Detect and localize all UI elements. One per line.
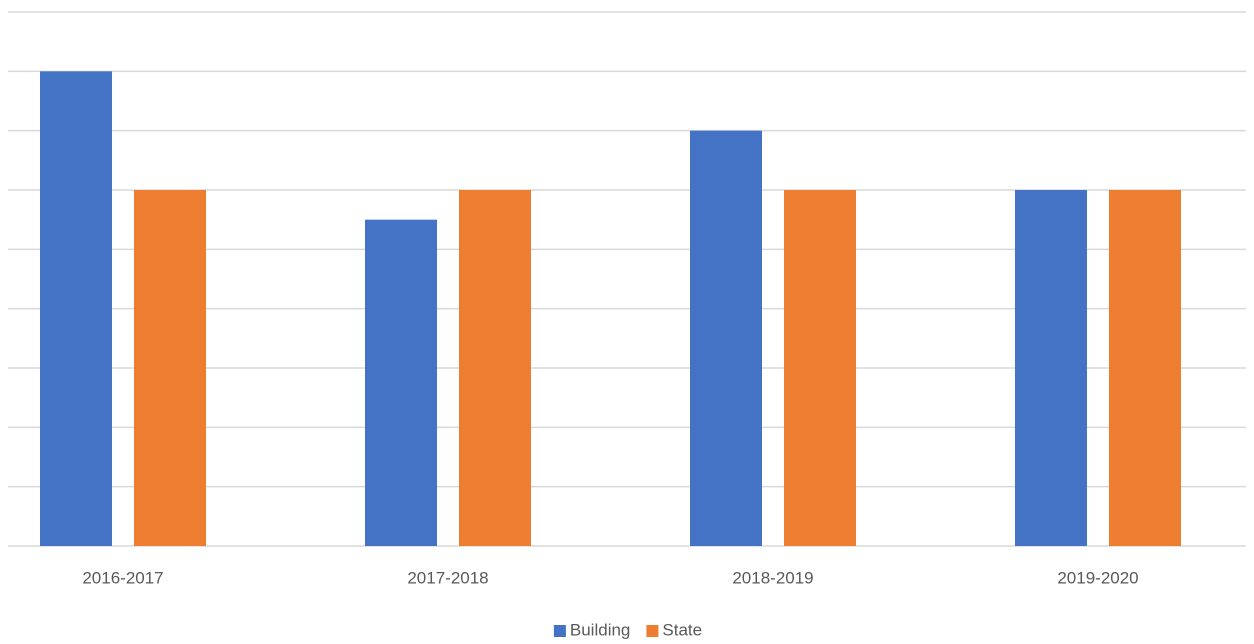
bar xyxy=(40,71,112,546)
bar xyxy=(1109,190,1181,546)
bar xyxy=(690,130,762,546)
legend-swatch xyxy=(646,625,659,637)
bar xyxy=(365,219,437,546)
bar xyxy=(784,190,856,546)
bar xyxy=(1015,190,1087,546)
bar xyxy=(134,190,206,546)
legend-swatch xyxy=(553,625,566,637)
legend-label: State xyxy=(662,620,702,639)
legend-label: Building xyxy=(570,620,631,639)
x-tick-label: 2019-2020 xyxy=(1057,568,1138,587)
x-tick-label: 2017-2018 xyxy=(407,568,488,587)
bar xyxy=(459,190,531,546)
x-tick-label: 2016-2017 xyxy=(82,568,163,587)
x-tick-label: 2018-2019 xyxy=(732,568,813,587)
